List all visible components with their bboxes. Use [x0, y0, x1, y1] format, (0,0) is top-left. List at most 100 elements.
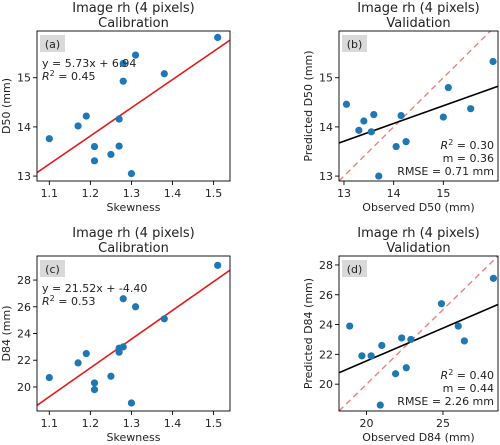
data-point — [392, 142, 400, 151]
data-point — [346, 322, 354, 330]
fit-line — [339, 303, 498, 374]
y-tick-label: 28 — [17, 274, 31, 287]
data-point — [214, 33, 222, 41]
x-tick-label: 1.3 — [123, 417, 141, 430]
annotation-text: RMSE = 0.71 mm — [397, 165, 494, 178]
x-tick-label: 15 — [436, 187, 450, 200]
data-point — [460, 337, 468, 345]
data-point — [74, 122, 82, 130]
x-axis-label: Skewness — [107, 431, 161, 444]
x-axis-label: Observed D84 (mm) — [362, 431, 474, 444]
x-tick-label: 1.1 — [41, 187, 59, 200]
data-point — [160, 70, 168, 78]
y-tick-label: 20 — [319, 378, 333, 391]
annotation-text: y = 5.73x + 6.94 — [42, 57, 136, 70]
data-point — [74, 359, 82, 367]
data-point — [131, 303, 140, 311]
line-layer — [339, 256, 498, 411]
chart-subtitle: Calibration — [98, 241, 169, 256]
data-point — [90, 379, 99, 387]
x-tick-label: 1.4 — [164, 417, 182, 430]
data-point — [119, 295, 127, 303]
y-tick-label: 22 — [17, 354, 31, 367]
annotation-text: m = 0.44 — [443, 382, 494, 395]
x-tick-label: 14 — [387, 187, 401, 200]
fit-line — [339, 85, 498, 144]
y-tick-label: 13 — [17, 170, 31, 183]
x-axis-label: Skewness — [107, 201, 161, 214]
data-point — [342, 100, 351, 108]
data-point — [407, 335, 415, 344]
data-point — [439, 113, 447, 121]
y-tick-label: 13 — [319, 170, 333, 183]
panel-label-box — [40, 260, 65, 277]
data-point — [402, 138, 410, 146]
fit-line — [37, 39, 230, 174]
y-tick-label: 14 — [319, 121, 333, 134]
x-tick-label: 1.2 — [82, 187, 100, 200]
x-tick-label: 25 — [436, 417, 450, 430]
identity-line — [339, 31, 492, 181]
data-point — [402, 364, 410, 372]
x-tick-label: 1.2 — [82, 417, 100, 430]
data-point — [378, 341, 386, 350]
annotation-text: R2 = 0.45 — [42, 69, 95, 84]
data-point — [119, 77, 127, 85]
data-point — [358, 352, 366, 360]
data-point — [131, 51, 140, 59]
chart-title: Image rh (4 pixels) — [72, 226, 194, 241]
y-axis-label: Predicted D50 (mm) — [302, 50, 315, 161]
chart-title: Image rh (4 pixels) — [357, 1, 479, 16]
x-tick-label: 1.3 — [123, 187, 141, 200]
data-point — [489, 274, 498, 282]
x-axis-label: Observed D50 (mm) — [362, 201, 474, 214]
chart-subtitle: Validation — [386, 241, 450, 256]
data-point — [127, 399, 136, 407]
data-point — [45, 135, 53, 143]
data-point — [107, 150, 115, 159]
data-point — [360, 117, 368, 125]
y-tick-label: 15 — [319, 72, 333, 85]
panel-label: (c) — [45, 263, 60, 276]
data-point — [367, 128, 375, 136]
data-point — [107, 372, 115, 380]
data-point — [376, 401, 384, 409]
data-point — [437, 300, 446, 308]
line-layer — [37, 39, 230, 174]
panel-b: Image rh (4 pixels)Validation 13 14 15 13 14 1… — [302, 1, 499, 214]
data-point — [115, 142, 123, 150]
x-tick-label: 1.4 — [164, 187, 182, 200]
panel-label: (b) — [347, 38, 363, 51]
chart-title: Image rh (4 pixels) — [72, 1, 194, 16]
x-tick-label: 1.5 — [205, 187, 223, 200]
y-tick-label: 26 — [319, 289, 333, 302]
annotation-text: R2 = 0.30 — [441, 138, 494, 153]
panel-c: Image rh (4 pixels)Calibration 1.1 1.2 1.3 1… — [0, 226, 231, 444]
data-point — [90, 386, 99, 394]
data-point — [214, 261, 222, 269]
axes-frame — [36, 30, 231, 182]
axes-frame — [36, 255, 231, 412]
data-point — [397, 111, 405, 120]
data-point — [45, 373, 53, 382]
data-point — [115, 348, 123, 356]
y-axis-label: D84 (mm) — [0, 306, 13, 362]
line-layer — [37, 269, 230, 406]
panel-a: Image rh (4 pixels)Calibration 1.1 1.2 1.3 1… — [0, 1, 231, 214]
chart-title: Image rh (4 pixels) — [357, 226, 479, 241]
panel-label: (a) — [45, 38, 60, 51]
data-point — [454, 322, 462, 330]
data-point — [119, 343, 127, 351]
fit-line — [37, 269, 230, 406]
x-tick-label: 1.5 — [205, 417, 223, 430]
line-layer — [339, 31, 498, 181]
y-tick-label: 14 — [17, 121, 31, 134]
x-tick-label: 13 — [337, 187, 351, 200]
y-tick-label: 26 — [17, 301, 31, 314]
y-axis-label: D50 (mm) — [0, 78, 13, 134]
x-tick-label: 1.1 — [41, 417, 59, 430]
panel-label-box — [342, 260, 367, 277]
data-point — [444, 83, 452, 92]
data-point — [90, 142, 99, 151]
